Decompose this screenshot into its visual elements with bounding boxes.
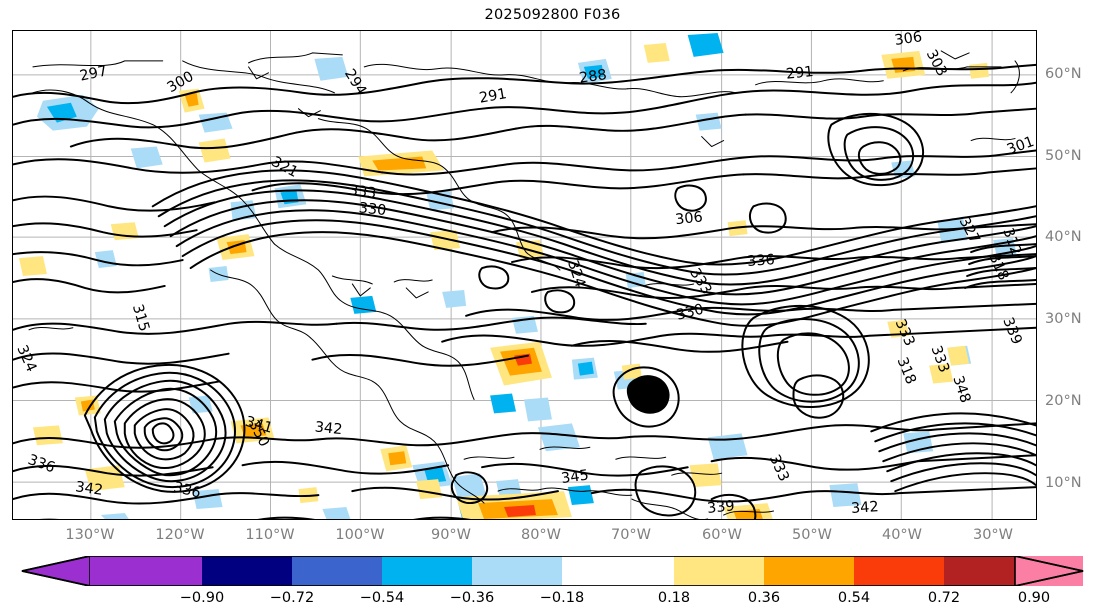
lon-tick-100w: 100°W	[335, 527, 385, 543]
svg-text:330: 330	[358, 200, 387, 219]
colorbar-seg-2	[292, 556, 382, 586]
cbar-tick--0.36: −0.36	[449, 590, 495, 606]
svg-text:342: 342	[314, 419, 343, 438]
lat-tick-30n: 30°N	[1045, 311, 1082, 327]
page-title: 2025092800 F036	[484, 7, 621, 23]
svg-text:291: 291	[478, 86, 508, 107]
cbar-tick--0.54: −0.54	[359, 590, 405, 606]
svg-text:341: 341	[243, 414, 274, 437]
lon-tick-80w: 80°W	[520, 527, 562, 543]
cbar-tick-0.72: 0.72	[927, 590, 961, 606]
colorbar-seg-5	[562, 556, 674, 586]
svg-text:336: 336	[172, 479, 203, 501]
lon-tick-40w: 40°W	[881, 527, 923, 543]
colorbar-seg-1	[202, 556, 292, 586]
lon-tick-50w: 50°W	[791, 527, 833, 543]
lat-tick-20n: 20°N	[1045, 393, 1082, 409]
lon-tick-90w: 90°W	[430, 527, 472, 543]
colorbar-svg	[21, 556, 1084, 586]
svg-text:330: 330	[675, 302, 706, 324]
cbar-tick-0.54: 0.54	[837, 590, 871, 606]
lon-tick-30w: 30°W	[972, 527, 1014, 543]
contour-lines	[13, 63, 1036, 519]
contour-labels: 297 300 294 291 288 291 306 303 301 312 …	[13, 31, 1036, 517]
cbar-tick-0.36: 0.36	[747, 590, 781, 606]
lat-tick-40n: 40°N	[1045, 229, 1082, 245]
svg-text:288: 288	[578, 67, 608, 87]
lon-tick-120w: 120°W	[155, 527, 205, 543]
lon-tick-60w: 60°W	[701, 527, 743, 543]
cbar-tick--0.72: −0.72	[269, 590, 315, 606]
svg-text:339: 339	[706, 498, 735, 517]
svg-text:315: 315	[129, 303, 152, 334]
colorbar-seg-8	[854, 556, 944, 586]
svg-text:333: 333	[348, 182, 378, 202]
cbar-tick-0.90: 0.90	[1017, 590, 1051, 606]
svg-text:306: 306	[894, 31, 924, 49]
svg-text:297: 297	[78, 63, 108, 84]
colorbar-extend-low	[21, 556, 91, 586]
colorbar-seg-3	[382, 556, 472, 586]
svg-text:336: 336	[747, 252, 776, 270]
colorbar-seg-6	[674, 556, 764, 586]
lat-tick-60n: 60°N	[1045, 66, 1082, 82]
map-plot-area[interactable]: 297 300 294 291 288 291 306 303 301 312 …	[12, 30, 1037, 520]
cbar-tick--0.90: −0.90	[179, 590, 225, 606]
svg-text:291: 291	[785, 64, 814, 83]
coastlines	[28, 50, 1020, 519]
lon-tick-70w: 70°W	[610, 527, 652, 543]
colorbar-seg-7	[764, 556, 854, 586]
svg-text:306: 306	[674, 209, 703, 228]
cbar-tick--0.18: −0.18	[539, 590, 585, 606]
lon-tick-110w: 110°W	[245, 527, 295, 543]
colorbar-seg-4	[472, 556, 562, 586]
cbar-tick-0.18: 0.18	[657, 590, 691, 606]
svg-text:345: 345	[560, 467, 590, 487]
colorbar-seg-0	[90, 556, 202, 586]
lon-tick-130w: 130°W	[65, 527, 115, 543]
colorbar[interactable]	[12, 556, 1093, 586]
svg-text:342: 342	[851, 499, 880, 517]
map-background	[13, 31, 1036, 519]
lat-tick-50n: 50°N	[1045, 148, 1082, 164]
lat-tick-10n: 10°N	[1045, 475, 1082, 491]
svg-text:342: 342	[74, 479, 104, 499]
colorbar-outline	[21, 556, 1084, 586]
map-svg: 297 300 294 291 288 291 306 303 301 312 …	[13, 31, 1036, 519]
